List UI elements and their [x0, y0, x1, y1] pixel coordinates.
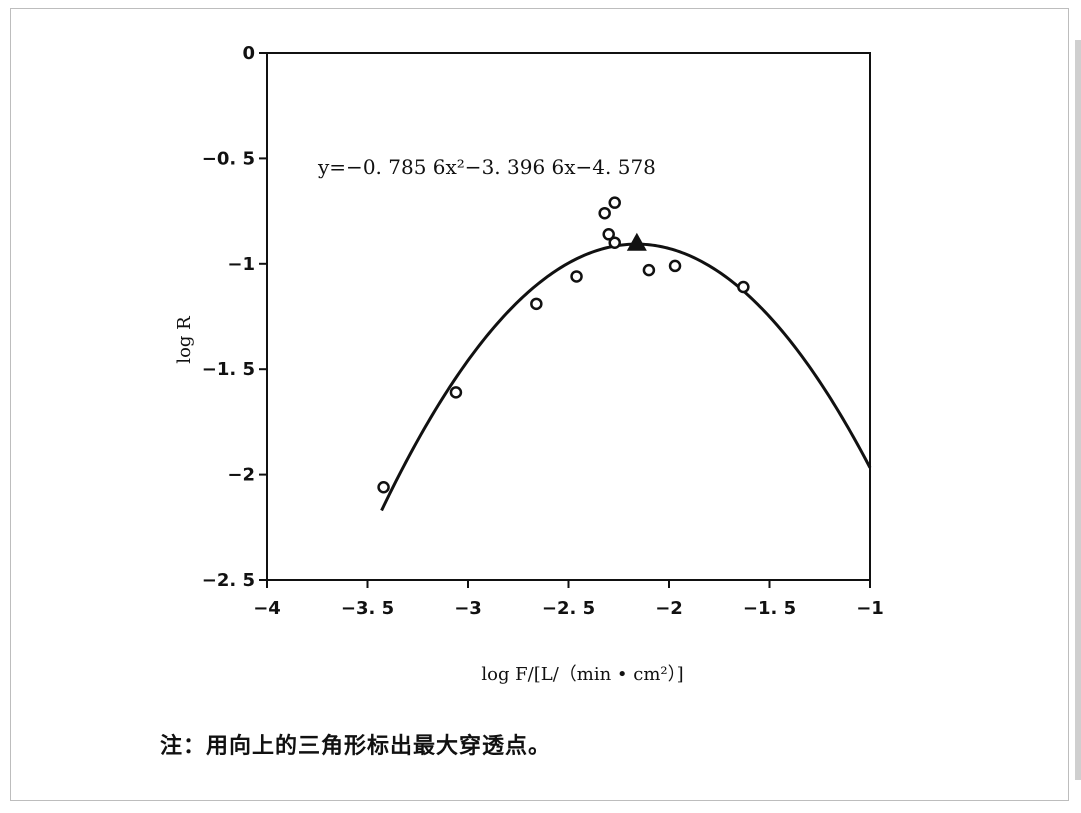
y-tick-label: −1	[227, 254, 255, 275]
data-point	[570, 270, 583, 283]
x-tick-label: −2	[655, 598, 683, 619]
x-tick-label: −3	[454, 598, 482, 619]
data-point	[377, 480, 390, 494]
y-tick-label: −2. 5	[202, 570, 255, 591]
fit-equation: y=−0. 785 6x²−3. 396 6x−4. 578	[317, 155, 656, 179]
x-tick-label: −1	[856, 598, 884, 619]
data-point	[668, 259, 682, 273]
data-point	[530, 297, 543, 311]
figure-frame	[10, 8, 1069, 801]
data-point	[608, 236, 621, 249]
data-point	[737, 280, 750, 294]
max-point-triangle	[626, 232, 647, 251]
y-tick-label: −1. 5	[202, 359, 255, 380]
x-axis-title: log F/[L/（min • cm²）]	[481, 664, 683, 685]
plot-border	[266, 52, 871, 581]
data-point	[642, 263, 656, 277]
x-tick-label: −2. 5	[542, 598, 595, 619]
data-point	[602, 228, 615, 241]
fit-curve	[380, 242, 872, 512]
figure-note: 注：用向上的三角形标出最大穿透点。	[160, 734, 552, 759]
x-tick-label: −4	[253, 598, 281, 619]
data-point	[608, 196, 621, 209]
data-point	[449, 386, 463, 399]
x-tick-label: −1. 5	[743, 598, 796, 619]
scrollbar-edge	[1075, 40, 1081, 780]
y-tick-label: −0. 5	[202, 148, 255, 169]
data-point	[598, 206, 611, 220]
x-tick-label: −3. 5	[341, 598, 394, 619]
y-tick-label: −2	[227, 465, 255, 486]
y-tick-label: 0	[242, 43, 255, 64]
y-axis-title: log R	[174, 316, 195, 364]
